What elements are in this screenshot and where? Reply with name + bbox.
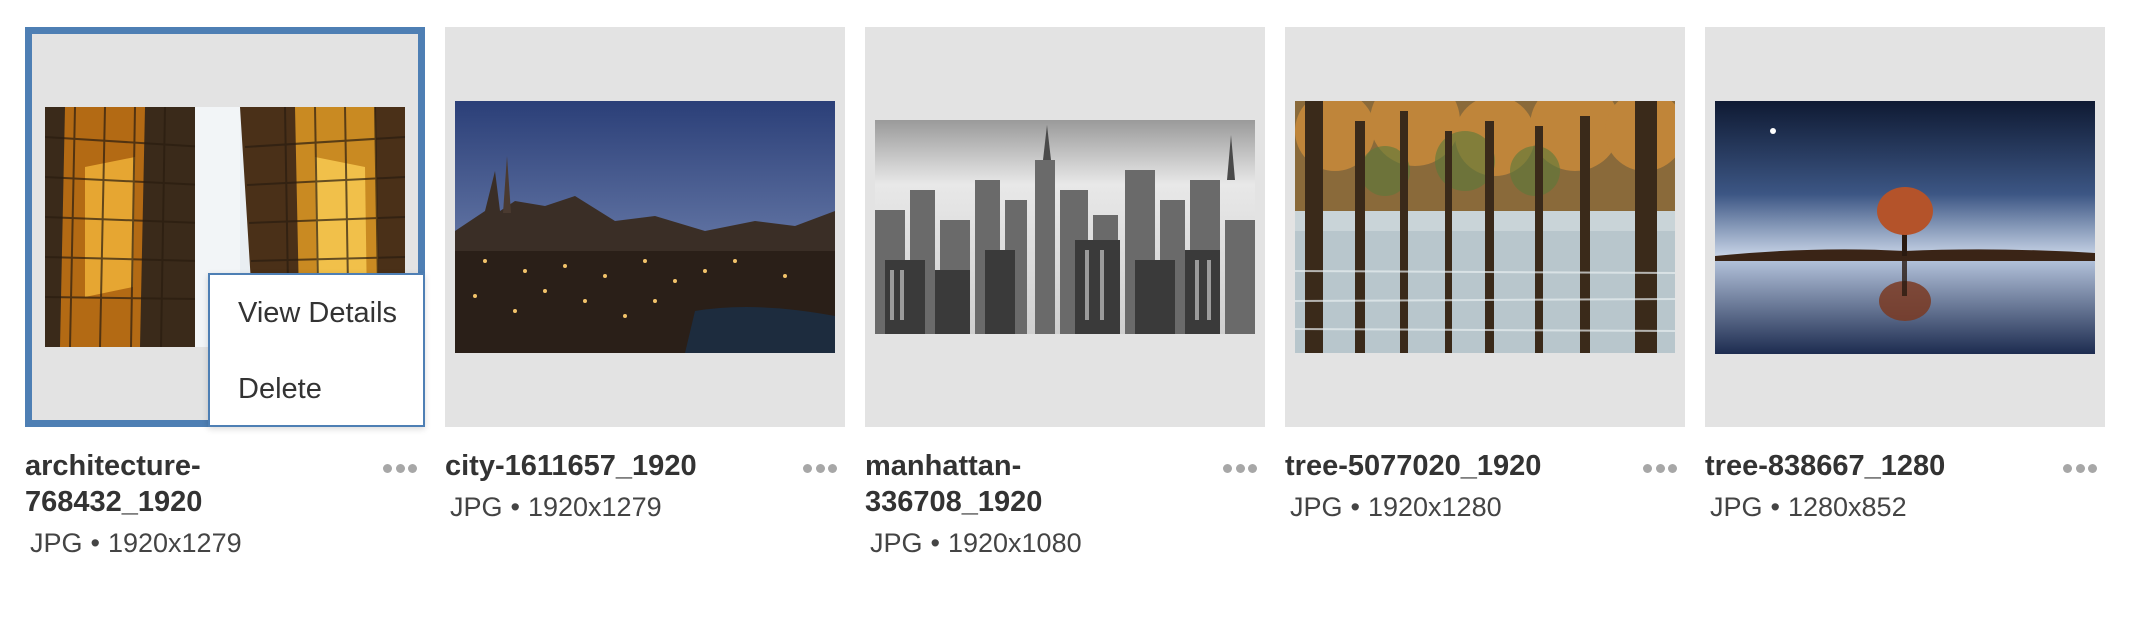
thumbnail[interactable] <box>445 27 845 427</box>
lake-trees-image <box>1295 101 1675 353</box>
delete-menu-item[interactable]: Delete <box>238 373 322 405</box>
file-details: JPG • 1920x1280 <box>1290 492 1502 522</box>
file-name: architecture- 768432_1920 <box>25 450 203 518</box>
file-details: JPG • 1920x1279 <box>30 528 242 558</box>
manhattan-image <box>875 120 1255 334</box>
lone-tree-image <box>1715 100 2095 354</box>
thumbnail[interactable] <box>1705 27 2105 427</box>
file-card[interactable]: city-1611657_1920 JPG • 1920x1279 <box>445 27 845 560</box>
file-name: city-1611657_1920 <box>445 450 697 482</box>
file-name: tree-838667_1280 <box>1705 450 1946 482</box>
more-options-icon[interactable] <box>383 460 417 476</box>
file-details: JPG • 1920x1080 <box>870 528 1082 558</box>
thumbnail[interactable]: View Details Delete <box>25 27 425 427</box>
file-grid: View Details Delete architecture- 768432_… <box>25 27 2105 560</box>
file-card[interactable]: View Details Delete architecture- 768432_… <box>25 27 425 560</box>
city-image <box>455 101 835 353</box>
file-details: JPG • 1280x852 <box>1710 492 1907 522</box>
file-card[interactable]: tree-838667_1280 JPG • 1280x852 <box>1705 27 2105 560</box>
context-menu: View Details Delete <box>208 273 425 427</box>
file-card[interactable]: manhattan- 336708_1920 JPG • 1920x1080 <box>865 27 1265 560</box>
file-details: JPG • 1920x1279 <box>450 492 662 522</box>
file-name: manhattan- 336708_1920 <box>865 450 1043 518</box>
file-name: tree-5077020_1920 <box>1285 450 1542 482</box>
thumbnail[interactable] <box>865 27 1265 427</box>
thumbnail[interactable] <box>1285 27 1685 427</box>
more-options-icon[interactable] <box>1223 460 1257 476</box>
more-options-icon[interactable] <box>803 460 837 476</box>
more-options-icon[interactable] <box>1643 460 1677 476</box>
view-details-menu-item[interactable]: View Details <box>238 297 398 329</box>
more-options-icon[interactable] <box>2063 460 2097 476</box>
file-card[interactable]: tree-5077020_1920 JPG • 1920x1280 <box>1285 27 1685 560</box>
